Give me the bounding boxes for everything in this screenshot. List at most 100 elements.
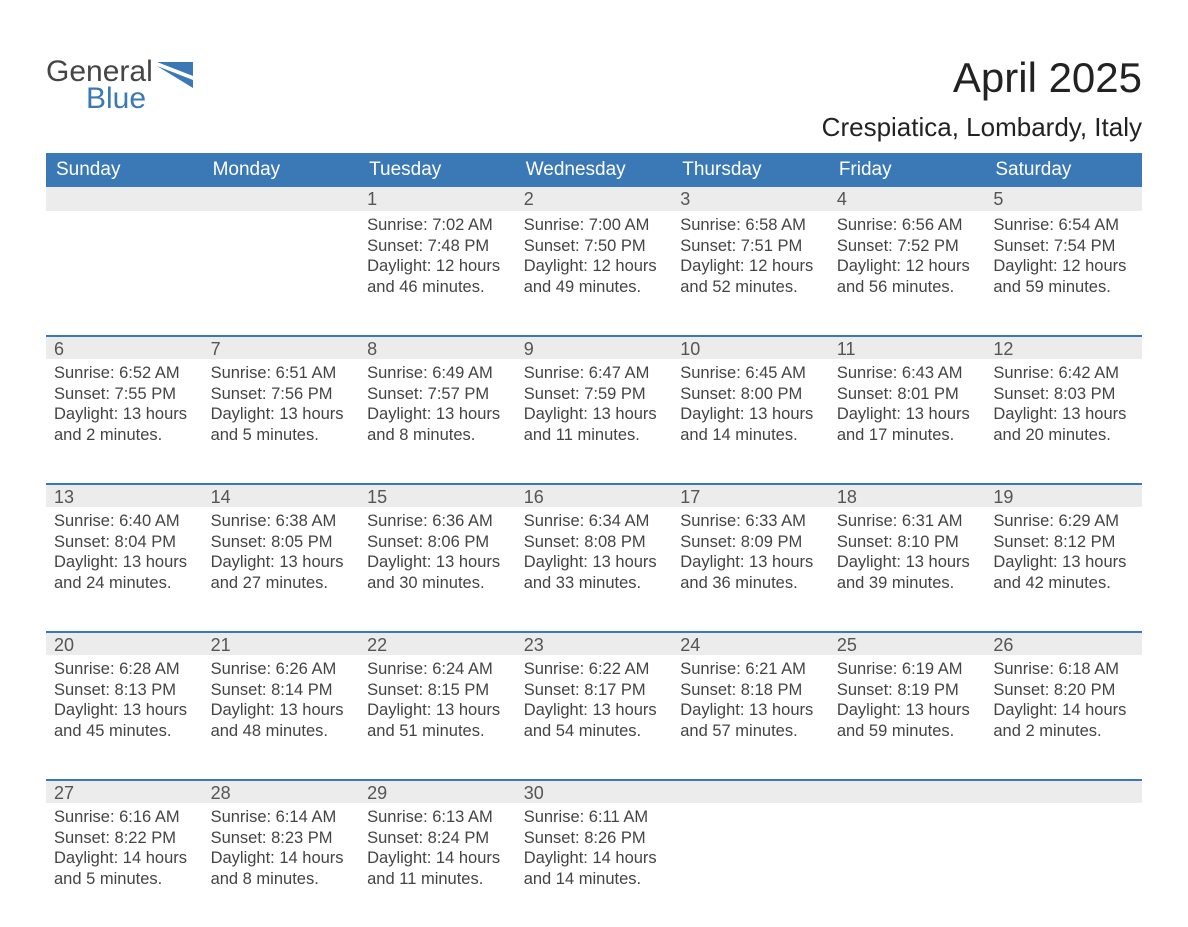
weekday-header: Saturday <box>985 153 1142 187</box>
day-number: 16 <box>516 483 673 507</box>
day-details: Sunrise: 6:19 AMSunset: 8:19 PMDaylight:… <box>829 655 986 742</box>
day-day2: and 51 minutes. <box>367 721 508 742</box>
day-sunset: Sunset: 8:14 PM <box>211 680 352 701</box>
day-day2: and 59 minutes. <box>993 277 1134 298</box>
day-sunset: Sunset: 7:50 PM <box>524 236 665 257</box>
day-number: 24 <box>672 631 829 655</box>
calendar-day-cell: 13Sunrise: 6:40 AMSunset: 8:04 PMDayligh… <box>46 483 203 631</box>
day-details: Sunrise: 6:45 AMSunset: 8:00 PMDaylight:… <box>672 359 829 446</box>
calendar-day-cell: 4Sunrise: 6:56 AMSunset: 7:52 PMDaylight… <box>829 187 986 335</box>
day-number <box>829 779 986 803</box>
day-sunset: Sunset: 7:52 PM <box>837 236 978 257</box>
day-sunrise: Sunrise: 6:24 AM <box>367 659 508 680</box>
calendar-week-row: 6Sunrise: 6:52 AMSunset: 7:55 PMDaylight… <box>46 335 1142 483</box>
day-details: Sunrise: 6:24 AMSunset: 8:15 PMDaylight:… <box>359 655 516 742</box>
day-day2: and 27 minutes. <box>211 573 352 594</box>
day-sunset: Sunset: 8:03 PM <box>993 384 1134 405</box>
day-details: Sunrise: 6:47 AMSunset: 7:59 PMDaylight:… <box>516 359 673 446</box>
day-sunset: Sunset: 8:09 PM <box>680 532 821 553</box>
calendar-day-cell: 21Sunrise: 6:26 AMSunset: 8:14 PMDayligh… <box>203 631 360 779</box>
day-number: 9 <box>516 335 673 359</box>
calendar-day-cell: 16Sunrise: 6:34 AMSunset: 8:08 PMDayligh… <box>516 483 673 631</box>
day-details: Sunrise: 6:11 AMSunset: 8:26 PMDaylight:… <box>516 803 673 890</box>
weekday-header: Sunday <box>46 153 203 187</box>
calendar-week-row: 20Sunrise: 6:28 AMSunset: 8:13 PMDayligh… <box>46 631 1142 779</box>
calendar-day-cell: 26Sunrise: 6:18 AMSunset: 8:20 PMDayligh… <box>985 631 1142 779</box>
day-number <box>672 779 829 803</box>
calendar-day-cell: 3Sunrise: 6:58 AMSunset: 7:51 PMDaylight… <box>672 187 829 335</box>
day-number: 1 <box>359 187 516 211</box>
day-sunrise: Sunrise: 6:18 AM <box>993 659 1134 680</box>
calendar-day-cell: 19Sunrise: 6:29 AMSunset: 8:12 PMDayligh… <box>985 483 1142 631</box>
day-number <box>203 187 360 211</box>
day-day2: and 36 minutes. <box>680 573 821 594</box>
day-day1: Daylight: 13 hours <box>367 700 508 721</box>
calendar-day-cell: 17Sunrise: 6:33 AMSunset: 8:09 PMDayligh… <box>672 483 829 631</box>
day-sunset: Sunset: 7:57 PM <box>367 384 508 405</box>
calendar-day-cell: 22Sunrise: 6:24 AMSunset: 8:15 PMDayligh… <box>359 631 516 779</box>
day-day1: Daylight: 13 hours <box>367 404 508 425</box>
day-sunrise: Sunrise: 6:51 AM <box>211 363 352 384</box>
day-day1: Daylight: 14 hours <box>211 848 352 869</box>
calendar-day-cell: 25Sunrise: 6:19 AMSunset: 8:19 PMDayligh… <box>829 631 986 779</box>
day-sunset: Sunset: 7:55 PM <box>54 384 195 405</box>
day-sunrise: Sunrise: 7:02 AM <box>367 215 508 236</box>
logo-text-blue: Blue <box>46 85 153 112</box>
day-number: 13 <box>46 483 203 507</box>
calendar-table: SundayMondayTuesdayWednesdayThursdayFrid… <box>46 153 1142 927</box>
calendar-day-cell: 9Sunrise: 6:47 AMSunset: 7:59 PMDaylight… <box>516 335 673 483</box>
day-details: Sunrise: 6:18 AMSunset: 8:20 PMDaylight:… <box>985 655 1142 742</box>
day-sunset: Sunset: 8:26 PM <box>524 828 665 849</box>
day-number: 3 <box>672 187 829 211</box>
day-number: 27 <box>46 779 203 803</box>
day-number: 2 <box>516 187 673 211</box>
calendar-day-cell: 27Sunrise: 6:16 AMSunset: 8:22 PMDayligh… <box>46 779 203 927</box>
day-day2: and 14 minutes. <box>680 425 821 446</box>
day-day1: Daylight: 13 hours <box>54 700 195 721</box>
day-day1: Daylight: 12 hours <box>524 256 665 277</box>
day-number: 7 <box>203 335 360 359</box>
day-sunrise: Sunrise: 6:56 AM <box>837 215 978 236</box>
day-sunset: Sunset: 7:59 PM <box>524 384 665 405</box>
calendar-day-cell: 29Sunrise: 6:13 AMSunset: 8:24 PMDayligh… <box>359 779 516 927</box>
day-day2: and 56 minutes. <box>837 277 978 298</box>
day-sunrise: Sunrise: 6:21 AM <box>680 659 821 680</box>
day-sunrise: Sunrise: 7:00 AM <box>524 215 665 236</box>
day-sunset: Sunset: 8:18 PM <box>680 680 821 701</box>
day-day2: and 24 minutes. <box>54 573 195 594</box>
calendar-day-cell: 18Sunrise: 6:31 AMSunset: 8:10 PMDayligh… <box>829 483 986 631</box>
day-day1: Daylight: 13 hours <box>680 404 821 425</box>
day-day1: Daylight: 12 hours <box>367 256 508 277</box>
location-subtitle: Crespiatica, Lombardy, Italy <box>822 112 1142 143</box>
day-day2: and 5 minutes. <box>54 869 195 890</box>
day-day1: Daylight: 13 hours <box>524 700 665 721</box>
day-details: Sunrise: 6:40 AMSunset: 8:04 PMDaylight:… <box>46 507 203 594</box>
day-day1: Daylight: 14 hours <box>54 848 195 869</box>
calendar-day-cell: 7Sunrise: 6:51 AMSunset: 7:56 PMDaylight… <box>203 335 360 483</box>
day-sunrise: Sunrise: 6:33 AM <box>680 511 821 532</box>
day-details: Sunrise: 6:14 AMSunset: 8:23 PMDaylight:… <box>203 803 360 890</box>
day-details: Sunrise: 6:22 AMSunset: 8:17 PMDaylight:… <box>516 655 673 742</box>
calendar-day-cell: 5Sunrise: 6:54 AMSunset: 7:54 PMDaylight… <box>985 187 1142 335</box>
day-day2: and 2 minutes. <box>54 425 195 446</box>
day-day2: and 17 minutes. <box>837 425 978 446</box>
weekday-header: Thursday <box>672 153 829 187</box>
day-day1: Daylight: 14 hours <box>993 700 1134 721</box>
day-day1: Daylight: 13 hours <box>837 552 978 573</box>
day-sunrise: Sunrise: 6:58 AM <box>680 215 821 236</box>
day-number: 18 <box>829 483 986 507</box>
calendar-empty-cell <box>985 779 1142 927</box>
day-day2: and 8 minutes. <box>211 869 352 890</box>
day-sunrise: Sunrise: 6:11 AM <box>524 807 665 828</box>
day-day2: and 48 minutes. <box>211 721 352 742</box>
day-sunset: Sunset: 8:04 PM <box>54 532 195 553</box>
day-number: 23 <box>516 631 673 655</box>
day-number: 30 <box>516 779 673 803</box>
day-number <box>46 187 203 211</box>
calendar-day-cell: 10Sunrise: 6:45 AMSunset: 8:00 PMDayligh… <box>672 335 829 483</box>
day-details: Sunrise: 6:26 AMSunset: 8:14 PMDaylight:… <box>203 655 360 742</box>
day-number: 26 <box>985 631 1142 655</box>
day-day1: Daylight: 14 hours <box>524 848 665 869</box>
day-number: 29 <box>359 779 516 803</box>
day-day1: Daylight: 13 hours <box>211 700 352 721</box>
